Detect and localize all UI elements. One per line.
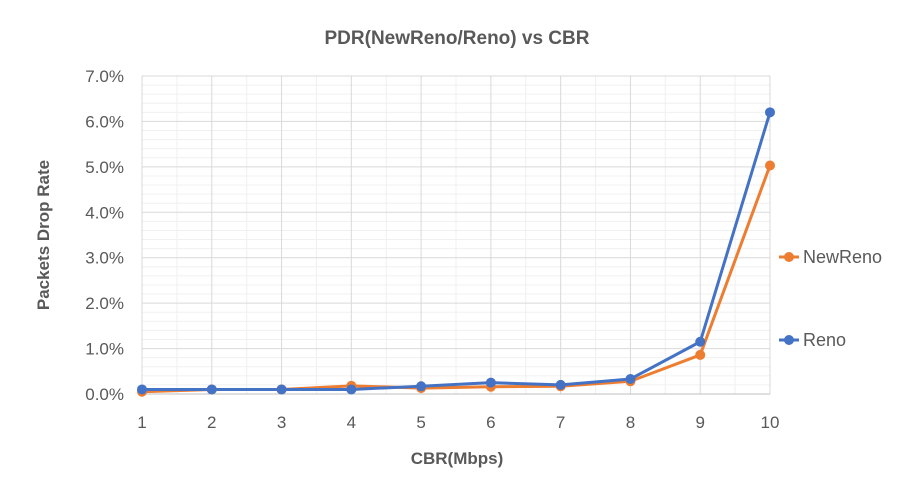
chart-title: PDR(NewReno/Reno) vs CBR: [325, 28, 590, 49]
data-point-reno: [416, 381, 427, 392]
y-tick-label: 2.0%: [85, 294, 124, 313]
y-tick-label: 0.0%: [85, 385, 124, 404]
data-point-reno: [137, 384, 147, 395]
y-tick-label: 5.0%: [85, 158, 124, 177]
x-tick-label: 3: [277, 413, 286, 432]
x-tick-label: 2: [207, 413, 216, 432]
data-point-reno: [276, 384, 287, 395]
y-tick-labels: 0.0% 1.0% 2.0% 3.0% 4.0% 5.0% 6.0% 7.0%: [85, 67, 124, 404]
data-point-reno: [485, 377, 496, 388]
x-tick-label: 4: [347, 413, 356, 432]
data-point-newreno: [765, 160, 775, 171]
y-tick-label: 6.0%: [85, 112, 124, 131]
x-tick-label: 1: [137, 413, 146, 432]
legend-marker-newreno: [784, 252, 794, 262]
data-point-reno: [765, 107, 775, 118]
x-tick-label: 5: [416, 413, 425, 432]
series-points: [137, 107, 775, 397]
data-point-reno: [695, 336, 706, 347]
x-tick-label: 8: [626, 413, 635, 432]
legend-marker-reno: [784, 335, 794, 345]
x-tick-labels: 1 2 3 4 5 6 7 8 9 10: [137, 413, 779, 432]
major-grid: [141, 75, 771, 395]
minor-grid: [142, 76, 770, 394]
x-tick-label: 7: [556, 413, 565, 432]
legend-label-newreno: NewReno: [803, 247, 882, 267]
series-lines: [141, 111, 772, 394]
y-tick-label: 7.0%: [85, 67, 124, 86]
y-axis-title: Packets Drop Rate: [34, 160, 53, 310]
data-point-newreno: [695, 349, 706, 360]
x-tick-label: 10: [761, 413, 780, 432]
legend-label-reno: Reno: [803, 330, 846, 350]
data-point-reno: [625, 374, 636, 385]
data-point-reno: [555, 379, 566, 390]
legend: NewReno Reno: [779, 247, 882, 350]
y-tick-label: 3.0%: [85, 249, 124, 268]
x-tick-label: 6: [486, 413, 495, 432]
series-line-reno: [142, 111, 772, 391]
y-tick-label: 1.0%: [85, 340, 124, 359]
x-axis-title: CBR(Mbps): [411, 449, 504, 468]
data-point-reno: [206, 384, 217, 395]
x-tick-label: 9: [695, 413, 704, 432]
y-tick-label: 4.0%: [85, 203, 124, 222]
data-point-reno: [346, 384, 357, 395]
